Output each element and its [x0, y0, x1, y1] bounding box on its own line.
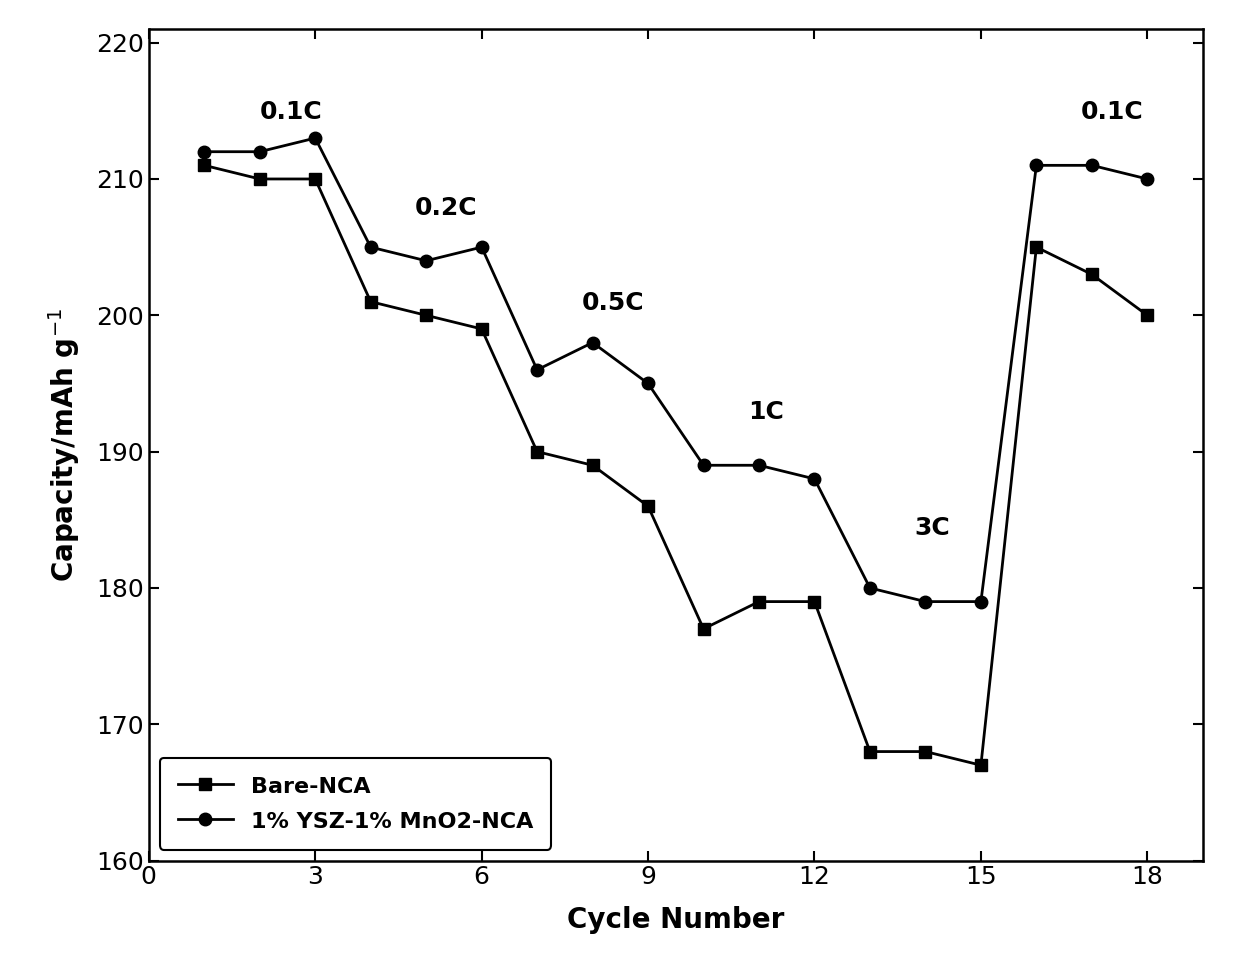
Bare-NCA [1085, 269, 1100, 280]
Line: Bare-NCA: Bare-NCA [198, 160, 1153, 772]
Bare-NCA [807, 596, 822, 607]
1% YSZ-1% MnO2-NCA [973, 596, 988, 607]
Bare-NCA [252, 173, 267, 185]
1% YSZ-1% MnO2-NCA [363, 242, 378, 253]
1% YSZ-1% MnO2-NCA [918, 596, 932, 607]
1% YSZ-1% MnO2-NCA [1029, 160, 1044, 171]
1% YSZ-1% MnO2-NCA [807, 473, 822, 484]
Legend: Bare-NCA, 1% YSZ-1% MnO2-NCA: Bare-NCA, 1% YSZ-1% MnO2-NCA [160, 757, 551, 850]
Text: 1C: 1C [748, 400, 784, 425]
Line: 1% YSZ-1% MnO2-NCA: 1% YSZ-1% MnO2-NCA [198, 132, 1153, 608]
Text: 0.5C: 0.5C [582, 291, 644, 315]
Text: 0.1C: 0.1C [1081, 101, 1143, 125]
Bare-NCA [585, 459, 600, 471]
Bare-NCA [529, 446, 544, 457]
1% YSZ-1% MnO2-NCA [197, 146, 212, 158]
Bare-NCA [308, 173, 322, 185]
Bare-NCA [751, 596, 766, 607]
Bare-NCA [363, 296, 378, 308]
1% YSZ-1% MnO2-NCA [751, 459, 766, 471]
1% YSZ-1% MnO2-NCA [308, 132, 322, 144]
1% YSZ-1% MnO2-NCA [641, 378, 656, 390]
1% YSZ-1% MnO2-NCA [419, 255, 434, 267]
1% YSZ-1% MnO2-NCA [696, 459, 711, 471]
Text: 0.1C: 0.1C [259, 101, 322, 125]
Bare-NCA [419, 309, 434, 321]
1% YSZ-1% MnO2-NCA [1085, 160, 1100, 171]
Bare-NCA [863, 746, 878, 757]
Bare-NCA [1140, 309, 1154, 321]
Text: 3C: 3C [914, 516, 950, 541]
Y-axis label: Capacity/mAh g$^{-1}$: Capacity/mAh g$^{-1}$ [46, 308, 82, 582]
Bare-NCA [918, 746, 932, 757]
Bare-NCA [641, 500, 656, 512]
Bare-NCA [973, 759, 988, 771]
Bare-NCA [197, 160, 212, 171]
1% YSZ-1% MnO2-NCA [252, 146, 267, 158]
Text: 0.2C: 0.2C [415, 196, 477, 220]
1% YSZ-1% MnO2-NCA [585, 337, 600, 348]
1% YSZ-1% MnO2-NCA [863, 582, 878, 594]
1% YSZ-1% MnO2-NCA [1140, 173, 1154, 185]
Bare-NCA [1029, 242, 1044, 253]
1% YSZ-1% MnO2-NCA [529, 364, 544, 375]
1% YSZ-1% MnO2-NCA [474, 242, 489, 253]
Bare-NCA [474, 323, 489, 335]
Bare-NCA [696, 623, 711, 634]
X-axis label: Cycle Number: Cycle Number [567, 906, 785, 934]
